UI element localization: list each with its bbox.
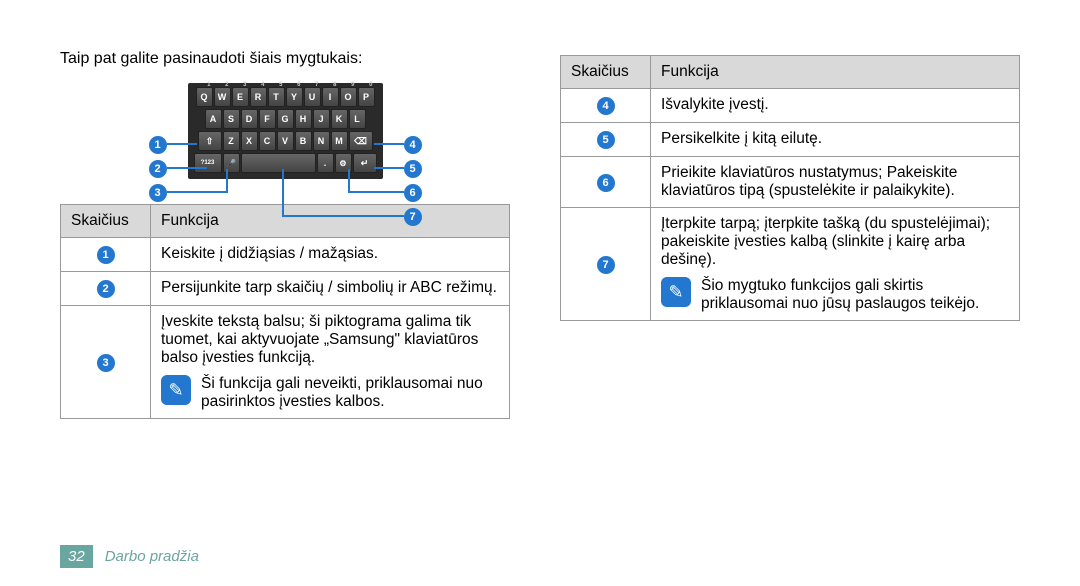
callout-3: 3 [149,183,167,202]
page-footer: 32 Darbo pradžia [60,545,199,568]
callout-6: 6 [404,183,422,202]
footer-title: Darbo pradžia [105,548,199,565]
sym-key: ?123 [194,153,222,173]
keyboard-diagram: Q1 W2 E3 R4 T5 Y6 U7 I8 O9 P0 A S D F G [143,83,428,179]
keyboard: Q1 W2 E3 R4 T5 Y6 U7 I8 O9 P0 A S D F G [188,83,383,179]
function-table-right: Skaičius Funkcija 4 Išvalykite įvestį. 5… [560,55,1020,321]
enter-key: ↵ [353,153,377,173]
table-row: 2 Persijunkite tarp skaičių / simbolių i… [61,272,510,306]
th-number: Skaičius [561,56,651,89]
dot-key: . [317,153,334,173]
callout-1: 1 [149,135,167,154]
row-text: Įveskite tekstą balsu; ši piktograma gal… [161,313,499,367]
shift-key: ⇧ [198,131,222,151]
space-key [241,153,316,173]
note-text: Ši funkcija gali neveikti, priklausomai … [201,375,499,411]
intro-paragraph: Taip pat galite pasinaudoti šiais mygtuk… [60,50,510,68]
table-row: 1 Keiskite į didžiąsias / mažąsias. [61,238,510,272]
callout-2: 2 [149,159,167,178]
page-number: 32 [60,545,93,568]
note-box: ✎ Ši funkcija gali neveikti, priklausoma… [161,375,499,411]
table-row: 3 Įveskite tekstą balsu; ši piktograma g… [61,306,510,419]
backspace-key: ⌫ [349,131,373,151]
table-row: 6 Prieikite klaviatūros nustatymus; Pake… [561,157,1020,208]
table-row: 4 Išvalykite įvestį. [561,89,1020,123]
note-icon: ✎ [661,277,691,307]
table-row: 5 Persikelkite į kitą eilutę. [561,123,1020,157]
th-function: Funkcija [151,205,510,238]
left-column: Taip pat galite pasinaudoti šiais mygtuk… [60,50,510,429]
th-number: Skaičius [61,205,151,238]
row-text: Įterpkite tarpą; įterpkite tašką (du spu… [661,215,1009,269]
callout-4: 4 [404,135,422,154]
callout-7: 7 [404,207,422,226]
function-table-left: Skaičius Funkcija 1 Keiskite į didžiąsia… [60,204,510,419]
table-row: 7 Įterpkite tarpą; įterpkite tašką (du s… [561,208,1020,321]
callout-5: 5 [404,159,422,178]
th-function: Funkcija [651,56,1020,89]
right-column: Skaičius Funkcija 4 Išvalykite įvestį. 5… [560,55,1020,429]
note-box: ✎ Šio mygtuko funkcijos gali skirtis pri… [661,277,1009,313]
note-text: Šio mygtuko funkcijos gali skirtis prikl… [701,277,1009,313]
page-content: Taip pat galite pasinaudoti šiais mygtuk… [0,0,1080,449]
note-icon: ✎ [161,375,191,405]
